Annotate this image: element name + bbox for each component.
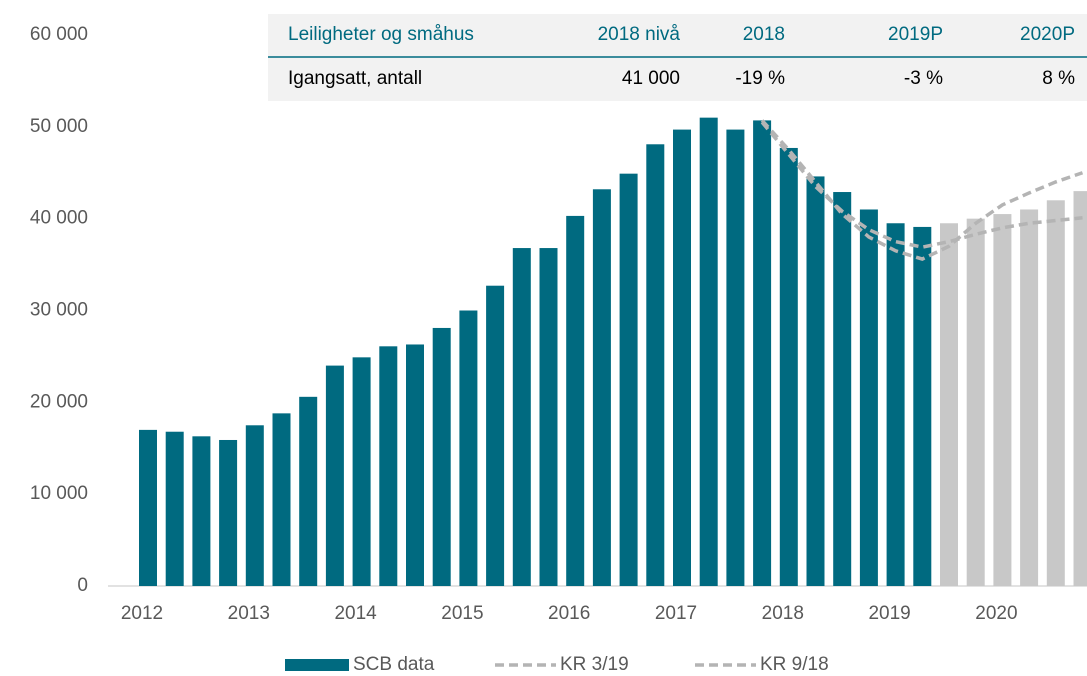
- bar: [566, 215, 585, 586]
- y-tick-label: 50 000: [30, 116, 88, 137]
- bar: [673, 129, 691, 587]
- bar: [512, 248, 531, 586]
- table-cell: -19 %: [735, 68, 785, 89]
- bar: [406, 344, 424, 586]
- x-tick-label: 2019: [868, 603, 910, 624]
- y-tick-label: 0: [77, 575, 88, 596]
- table-header: 2019P: [888, 24, 943, 45]
- y-tick-label: 60 000: [30, 24, 88, 45]
- bar: [779, 147, 798, 586]
- legend-label: KR 3/19: [560, 654, 629, 675]
- bar: [806, 176, 825, 586]
- bar: [646, 144, 665, 586]
- table-header: 2018: [743, 24, 785, 45]
- bar: [753, 120, 772, 586]
- x-tick-label: 2014: [334, 603, 377, 624]
- bar: [699, 117, 718, 587]
- x-tick-label: 2012: [121, 603, 163, 624]
- bar: [272, 413, 291, 586]
- bar: [592, 189, 611, 586]
- y-tick-label: 40 000: [30, 208, 88, 229]
- bar: [1073, 191, 1087, 586]
- table-header: 2020P: [1020, 24, 1075, 45]
- bar: [192, 436, 211, 586]
- bar: [859, 209, 878, 586]
- bar: [1020, 209, 1039, 586]
- y-tick-label: 30 000: [30, 300, 88, 321]
- legend-label: SCB data: [353, 654, 435, 675]
- bar: [833, 192, 852, 586]
- bar: [299, 396, 318, 586]
- legend-swatch: [285, 659, 349, 671]
- bar: [219, 439, 238, 586]
- bar: [245, 425, 264, 586]
- table-cell: -3 %: [904, 68, 943, 89]
- bar: [726, 129, 745, 587]
- bar: [432, 327, 451, 586]
- bar: [379, 346, 398, 586]
- legend-label: KR 9/18: [760, 654, 829, 675]
- table-cell: Igangsatt, antall: [288, 68, 422, 89]
- table-cell: 41 000: [622, 68, 680, 89]
- bar: [966, 218, 985, 586]
- bar: [993, 214, 1012, 586]
- bar: [139, 429, 157, 586]
- bar: [352, 357, 371, 586]
- y-tick-label: 20 000: [30, 391, 88, 412]
- table-cell: 8 %: [1042, 68, 1075, 89]
- bar: [486, 285, 505, 586]
- bar: [619, 173, 638, 586]
- bar: [940, 223, 958, 586]
- bar: [913, 226, 932, 586]
- y-tick-label: 10 000: [30, 483, 88, 504]
- bar: [1046, 200, 1065, 587]
- x-tick-label: 2020: [975, 603, 1017, 624]
- x-tick-label: 2016: [548, 603, 590, 624]
- bar: [165, 431, 184, 586]
- table-header: Leiligheter og småhus: [288, 24, 474, 45]
- bar: [886, 223, 905, 586]
- x-tick-label: 2017: [655, 603, 697, 624]
- bar: [325, 365, 344, 586]
- x-tick-label: 2015: [441, 603, 483, 624]
- x-tick-label: 2018: [762, 603, 804, 624]
- x-tick-label: 2013: [228, 603, 270, 624]
- line: [760, 119, 1084, 261]
- table-header: 2018 nivå: [598, 24, 681, 45]
- bar: [539, 248, 558, 586]
- bar: [459, 310, 478, 586]
